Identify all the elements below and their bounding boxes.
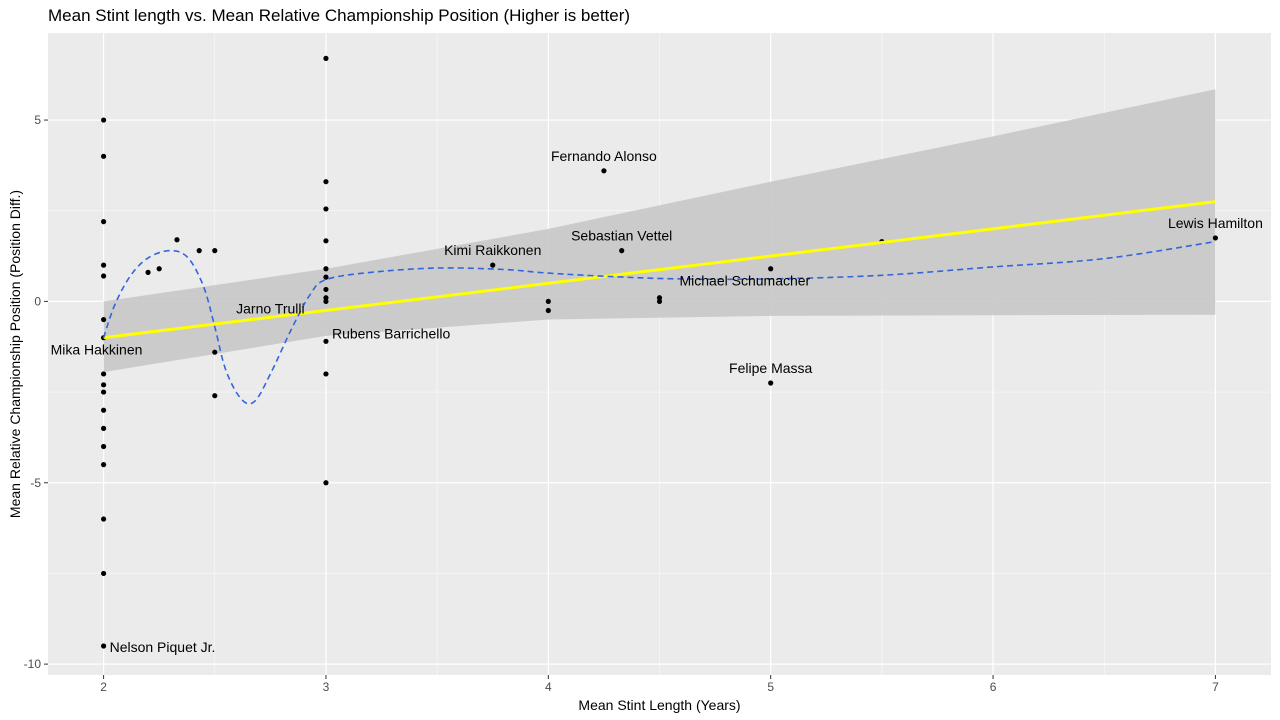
data-point: [323, 206, 329, 212]
data-point: [323, 179, 329, 185]
point-label: Nelson Piquet Jr.: [110, 639, 216, 655]
data-point: [323, 274, 329, 280]
x-tick-label: 4: [545, 680, 552, 694]
y-tick-label: 5: [34, 113, 41, 127]
data-points: [100, 55, 1219, 649]
data-point: [1212, 235, 1219, 241]
data-point: [323, 238, 329, 244]
y-axis-title: Mean Relative Championship Position (Pos…: [7, 190, 23, 518]
confidence-band: [103, 89, 1216, 373]
x-axis-ticks: 2 3 4 5 6 7: [100, 675, 1219, 694]
point-label: Lewis Hamilton: [1168, 215, 1263, 231]
data-point: [323, 338, 329, 344]
data-point: [212, 248, 218, 254]
data-point: [619, 248, 625, 254]
data-point: [323, 480, 329, 486]
data-point: [545, 298, 551, 305]
data-point: [768, 380, 774, 386]
x-axis-title: Mean Stint Length (Years): [578, 697, 740, 713]
chart-title: Mean Stint length vs. Mean Relative Cham…: [48, 6, 631, 25]
y-tick-label: -5: [30, 476, 41, 490]
data-point: [768, 266, 774, 272]
data-point: [323, 295, 329, 301]
y-tick-label: -10: [24, 657, 42, 671]
data-point: [100, 570, 107, 577]
x-tick-label: 6: [990, 680, 997, 694]
point-label: Mika Hakkinen: [51, 342, 143, 358]
data-point: [323, 371, 329, 377]
data-point: [100, 117, 107, 123]
data-point: [196, 248, 202, 254]
point-label: Rubens Barrichello: [332, 325, 450, 341]
data-point: [100, 219, 107, 225]
x-tick-label: 3: [323, 680, 330, 694]
smooth-curve: [102, 240, 1216, 405]
y-tick-label: 0: [34, 294, 41, 308]
point-label: Felipe Massa: [729, 360, 812, 376]
data-point: [100, 382, 107, 388]
data-point: [545, 307, 551, 314]
data-point: [156, 266, 162, 272]
data-point: [100, 643, 107, 649]
data-point: [490, 262, 496, 268]
data-point: [100, 516, 107, 522]
data-point: [656, 298, 663, 305]
data-point: [100, 316, 107, 323]
data-point: [100, 371, 107, 377]
data-point: [100, 443, 107, 450]
data-point: [100, 153, 107, 159]
data-point: [212, 349, 218, 355]
data-point: [601, 168, 607, 174]
x-tick-label: 7: [1212, 680, 1219, 694]
data-point: [323, 266, 329, 272]
data-point: [100, 262, 107, 268]
data-point: [100, 425, 107, 431]
data-point: [656, 295, 663, 301]
data-point: [212, 393, 218, 399]
point-label: Jarno Trulli: [236, 301, 304, 317]
data-point: [100, 273, 107, 279]
data-point: [174, 237, 180, 243]
data-point: [100, 389, 107, 395]
linear-trend-line: [103, 200, 1216, 340]
data-point: [100, 407, 107, 413]
data-point: [323, 55, 329, 61]
data-point: [145, 269, 151, 275]
data-point: [323, 286, 329, 293]
x-tick-label: 2: [100, 680, 107, 694]
point-label: Michael Schumacher: [680, 273, 811, 289]
point-label: Sebastian Vettel: [571, 228, 672, 244]
x-tick-label: 5: [767, 680, 774, 694]
point-labels: Fernando Alonso Sebastian Vettel Kimi Raik…: [51, 148, 1263, 655]
data-point: [100, 462, 107, 468]
data-point: [323, 298, 329, 305]
point-label: Kimi Raikkonen: [444, 242, 541, 258]
point-label: Fernando Alonso: [551, 148, 657, 164]
y-axis-ticks: -10 -5 0 5: [24, 113, 48, 671]
